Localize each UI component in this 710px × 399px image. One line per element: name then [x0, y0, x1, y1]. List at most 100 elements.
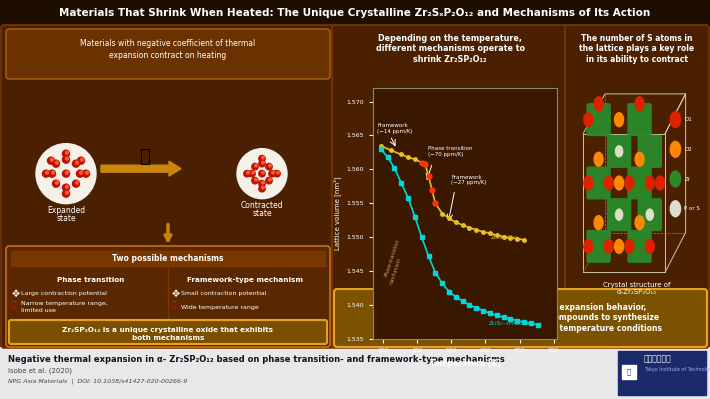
- Text: 🌡: 🌡: [172, 300, 177, 310]
- Circle shape: [266, 164, 272, 170]
- Text: Phase transition: Phase transition: [58, 277, 125, 283]
- Circle shape: [77, 170, 84, 177]
- FancyBboxPatch shape: [1, 25, 335, 348]
- Text: Phase-transition: Phase-transition: [384, 238, 401, 277]
- Circle shape: [80, 171, 82, 174]
- FancyBboxPatch shape: [9, 320, 327, 344]
- Circle shape: [75, 161, 79, 164]
- FancyBboxPatch shape: [332, 25, 568, 348]
- Circle shape: [268, 178, 271, 181]
- Circle shape: [55, 161, 58, 164]
- Circle shape: [268, 164, 271, 167]
- Circle shape: [584, 239, 593, 253]
- Circle shape: [62, 150, 70, 157]
- Circle shape: [670, 112, 680, 128]
- Text: Materials with negative coefficient of thermal: Materials with negative coefficient of t…: [80, 40, 256, 49]
- Text: Two possible mechanisms: Two possible mechanisms: [112, 254, 224, 263]
- Text: Owing to its unique negative thermal expansion behavior,
Zr₂SP₂O₁₂ can be combin: Owing to its unique negative thermal exp…: [379, 303, 662, 333]
- Text: expansion contract on heating: expansion contract on heating: [109, 51, 226, 61]
- Circle shape: [262, 186, 264, 189]
- Circle shape: [65, 185, 68, 188]
- Circle shape: [277, 171, 279, 174]
- Text: both mechanisms: both mechanisms: [132, 335, 204, 341]
- Circle shape: [252, 164, 258, 170]
- Circle shape: [584, 113, 593, 126]
- Circle shape: [262, 156, 264, 159]
- Circle shape: [259, 160, 266, 167]
- Text: Narrow temperature range,: Narrow temperature range,: [21, 300, 108, 306]
- FancyBboxPatch shape: [628, 167, 651, 199]
- Circle shape: [85, 171, 89, 174]
- Y-axis label: Lattice volume [nm³]: Lattice volume [nm³]: [333, 177, 341, 250]
- Text: Wide temperature range: Wide temperature range: [181, 304, 258, 310]
- Circle shape: [62, 190, 70, 197]
- Text: NPG Asia Materials  |  DOI: 10.1038/s41427-020-00266-9: NPG Asia Materials | DOI: 10.1038/s41427…: [8, 378, 187, 384]
- FancyBboxPatch shape: [628, 231, 651, 262]
- Circle shape: [62, 156, 70, 163]
- Bar: [0, 347, 710, 399]
- Circle shape: [274, 170, 280, 177]
- Bar: [618, 351, 706, 395]
- Circle shape: [594, 216, 603, 229]
- Text: Depending on the temperature,
different mechanisms operate to
shrink Zr₂SP₂O₁₂: Depending on the temperature, different …: [376, 34, 525, 64]
- Circle shape: [259, 170, 266, 177]
- Text: mechanism: mechanism: [388, 257, 402, 285]
- Circle shape: [266, 178, 272, 184]
- Bar: [0, 0, 710, 26]
- Circle shape: [262, 182, 264, 184]
- Text: Small contraction potential: Small contraction potential: [181, 292, 266, 296]
- Text: Isobe et al. (2020): Isobe et al. (2020): [8, 368, 72, 374]
- Circle shape: [269, 170, 275, 177]
- Text: 東京工業大学: 東京工業大学: [644, 354, 672, 363]
- FancyBboxPatch shape: [638, 136, 661, 167]
- Text: state: state: [252, 209, 272, 218]
- Text: Zr₂SP₂O₁₂ is a unique crystalline oxide that exhibits: Zr₂SP₂O₁₂ is a unique crystalline oxide …: [62, 327, 273, 333]
- Circle shape: [615, 113, 623, 126]
- Circle shape: [252, 178, 258, 184]
- Circle shape: [252, 171, 254, 174]
- Circle shape: [262, 171, 264, 174]
- Circle shape: [635, 152, 644, 166]
- Circle shape: [72, 180, 80, 187]
- Text: O2: O2: [684, 147, 692, 152]
- Circle shape: [645, 239, 655, 253]
- Circle shape: [615, 176, 623, 190]
- Text: Framework
(−27 ppm/K): Framework (−27 ppm/K): [452, 174, 487, 185]
- Text: limited use: limited use: [21, 308, 56, 314]
- Circle shape: [625, 239, 634, 253]
- Circle shape: [82, 170, 89, 177]
- Circle shape: [646, 209, 653, 220]
- Text: Zr: Zr: [684, 176, 690, 182]
- Text: P or S: P or S: [684, 206, 700, 211]
- Circle shape: [635, 97, 644, 111]
- Circle shape: [604, 176, 613, 190]
- Text: ✥: ✥: [12, 289, 20, 299]
- Text: Contracted: Contracted: [241, 201, 283, 210]
- FancyBboxPatch shape: [608, 136, 630, 167]
- Circle shape: [594, 152, 603, 166]
- Circle shape: [616, 146, 623, 157]
- Text: 🌡: 🌡: [12, 300, 16, 310]
- Circle shape: [65, 191, 68, 194]
- Text: Framework
(−14 ppm/K): Framework (−14 ppm/K): [378, 123, 413, 134]
- FancyBboxPatch shape: [565, 25, 709, 348]
- Circle shape: [670, 201, 680, 217]
- Circle shape: [65, 171, 68, 174]
- Text: Tokyo Institute of Technology: Tokyo Institute of Technology: [644, 367, 710, 371]
- Circle shape: [244, 170, 250, 177]
- Text: Expanded: Expanded: [47, 206, 85, 215]
- Circle shape: [255, 178, 257, 181]
- Circle shape: [246, 171, 249, 174]
- Circle shape: [80, 158, 84, 161]
- Bar: [11, 251, 325, 266]
- FancyBboxPatch shape: [638, 199, 661, 231]
- Bar: [622, 365, 636, 379]
- Circle shape: [248, 170, 255, 177]
- Circle shape: [52, 171, 55, 174]
- Circle shape: [670, 171, 680, 187]
- Circle shape: [635, 216, 644, 229]
- Circle shape: [259, 180, 266, 187]
- Circle shape: [55, 181, 58, 184]
- Circle shape: [45, 171, 48, 174]
- FancyBboxPatch shape: [6, 29, 330, 79]
